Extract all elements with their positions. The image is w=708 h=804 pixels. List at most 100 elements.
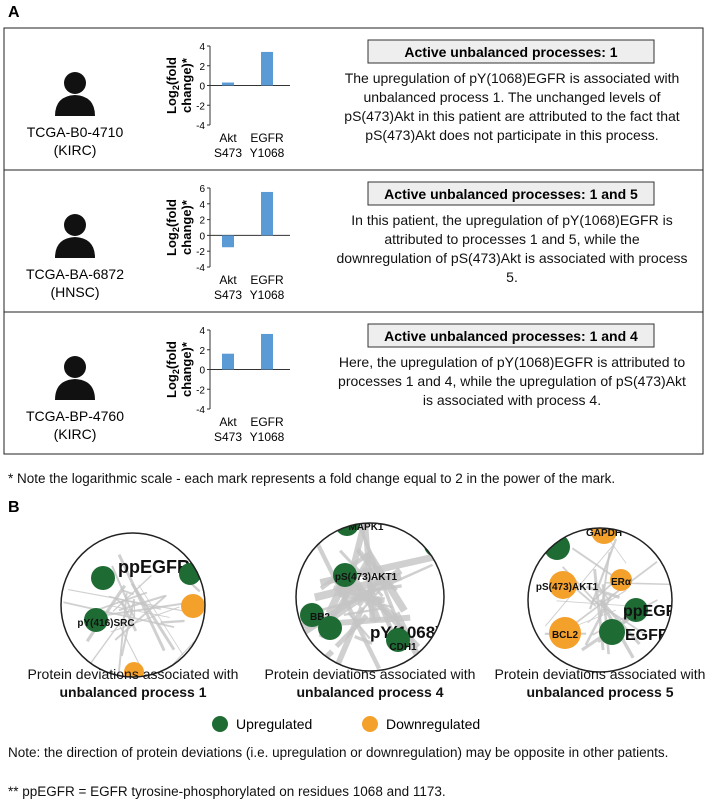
- note: Note: the direction of protein deviation…: [8, 745, 669, 760]
- network-node: [91, 566, 115, 590]
- y-tick-label: 2: [199, 62, 205, 73]
- network-edge: [585, 585, 620, 599]
- y-axis-label-part: 2: [171, 85, 181, 90]
- bar: [261, 191, 273, 236]
- network-node: [549, 571, 577, 599]
- x-tick-label: EGFR: [250, 415, 284, 429]
- caption-bold: unbalanced process 4: [296, 684, 444, 700]
- bar: [261, 51, 273, 86]
- network-node: [624, 598, 648, 622]
- network-border: [60, 532, 206, 678]
- x-tick-label: S473: [214, 288, 242, 302]
- y-axis-label-part: 2: [171, 369, 181, 374]
- y-axis-label-part: change)*: [179, 57, 194, 113]
- network-edge: [111, 565, 136, 618]
- person-icon: [64, 72, 86, 94]
- network-border: [527, 527, 673, 673]
- x-tick-label: Y1068: [250, 430, 285, 444]
- y-axis-label: Log2(foldchange)*: [164, 199, 194, 256]
- network-edge: [332, 585, 383, 604]
- y-tick-label: -4: [196, 405, 205, 416]
- scale-note: * Note the logarithmic scale - each mark…: [8, 471, 616, 486]
- network-edge: [335, 606, 365, 666]
- x-tick-label: Akt: [219, 273, 237, 287]
- patient-id: TCGA-BP-4760: [26, 408, 124, 424]
- x-tick-label: Akt: [219, 131, 237, 145]
- node-label: pY(416)SRC: [77, 618, 134, 629]
- node-label: BCL2: [552, 630, 579, 641]
- y-axis-label-part: 2: [171, 227, 181, 232]
- node-label: pS(473)AKT1: [536, 582, 599, 593]
- node-label: CDH1: [389, 642, 417, 653]
- network-edge: [354, 635, 373, 645]
- x-tick-label: Y1068: [250, 288, 285, 302]
- bar: [261, 333, 273, 370]
- network-edge: [138, 584, 184, 656]
- x-tick-label: S473: [214, 146, 242, 160]
- node-label: ppEGFR**: [623, 603, 700, 620]
- network-edge: [556, 600, 635, 607]
- x-tick-label: EGFR: [250, 273, 284, 287]
- network-node: [599, 619, 625, 645]
- row-description: The upregulation of pY(1068)EGFR is asso…: [344, 70, 680, 143]
- bar: [222, 235, 234, 248]
- patient-id: TCGA-BA-6872: [26, 266, 124, 282]
- y-tick-label: -2: [196, 101, 205, 112]
- y-tick-label: 6: [199, 184, 205, 195]
- y-tick-label: 0: [199, 82, 205, 93]
- title-box: [367, 181, 655, 206]
- person-icon: [55, 379, 95, 400]
- y-axis-label-part: (fold: [164, 341, 179, 369]
- network-node: [318, 616, 342, 640]
- cancer-type: (KIRC): [54, 426, 97, 442]
- y-tick-label: -4: [196, 263, 205, 274]
- x-tick-label: Y1068: [250, 146, 285, 160]
- caption-text: Protein deviations associated with: [494, 666, 706, 682]
- legend-swatch: [212, 716, 228, 732]
- y-axis-label-part: Log: [164, 90, 179, 114]
- box-title: Active unbalanced processes: 1: [404, 44, 617, 60]
- y-axis-label-part: change)*: [179, 341, 194, 397]
- cancer-type: (KIRC): [54, 142, 97, 158]
- person-icon: [64, 214, 86, 236]
- panel-a-frame: [3, 27, 704, 455]
- cancer-type: (HNSC): [51, 284, 100, 300]
- y-tick-label: 4: [199, 42, 205, 53]
- y-axis-label-part: change)*: [179, 199, 194, 255]
- note: ** ppEGFR = EGFR tyrosine-phosphorylated…: [8, 784, 446, 799]
- network-caption: Protein deviations associated with unbal…: [23, 665, 243, 701]
- y-axis-label-part: Log: [164, 232, 179, 256]
- box-title: Active unbalanced processes: 1 and 5: [384, 186, 638, 202]
- network-edge: [314, 540, 382, 670]
- panel-label: B: [8, 499, 20, 516]
- person-icon: [55, 237, 95, 258]
- caption-text: Protein deviations associated with: [27, 666, 239, 682]
- row-description: In this patient, the upregulation of pY(…: [336, 212, 688, 285]
- panel-label: A: [8, 4, 20, 21]
- network-node: [544, 534, 570, 560]
- row-description: Here, the upregulation of pY(1068)EGFR i…: [338, 354, 686, 408]
- node-label: pS(473)AKT1: [335, 572, 398, 583]
- network-node: [84, 608, 108, 632]
- network-edge: [67, 589, 199, 615]
- network-edge: [110, 606, 180, 633]
- y-tick-label: 0: [199, 231, 205, 242]
- legend-label: Downregulated: [386, 716, 480, 732]
- network: GAPDH pS(473)AKT1 ERα BCL2 ppEGFR** EGFR: [528, 528, 700, 672]
- person-icon: [64, 356, 86, 378]
- network-edge: [588, 538, 618, 610]
- caption-bold: unbalanced process 5: [526, 684, 674, 700]
- legend-swatch: [362, 716, 378, 732]
- node-label: EGFR: [625, 627, 670, 644]
- network-node: [333, 563, 357, 587]
- network-node: [386, 628, 410, 652]
- y-axis-label-part: (fold: [164, 199, 179, 227]
- x-tick-label: Akt: [219, 415, 237, 429]
- title-box: [367, 39, 655, 64]
- node-label: BB2: [310, 612, 330, 623]
- y-tick-label: -4: [196, 121, 205, 132]
- legend-label: Upregulated: [236, 716, 312, 732]
- network-edge: [118, 623, 142, 668]
- network-edge: [112, 574, 152, 612]
